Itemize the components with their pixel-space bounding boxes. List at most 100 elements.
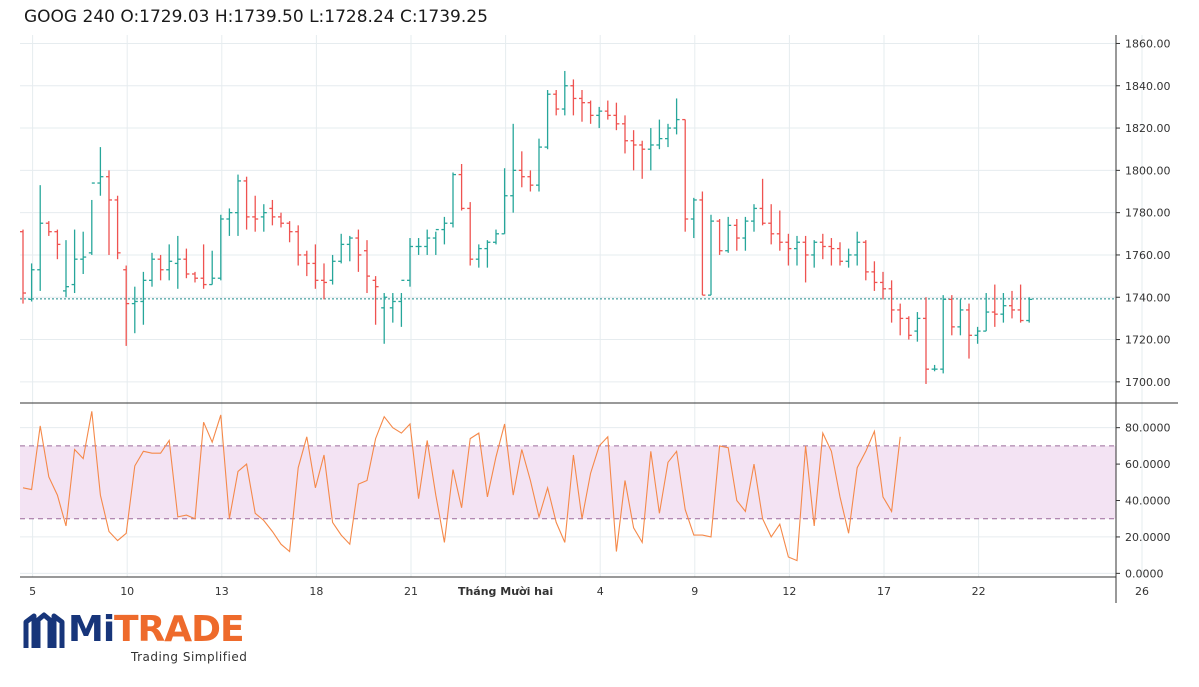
- ohlc-bar: [450, 172, 456, 228]
- ohlc-bar: [647, 128, 654, 171]
- oscillator-line: [22, 411, 901, 562]
- x-tick-label: 26: [1135, 585, 1149, 598]
- ohlc-bar: [957, 299, 964, 336]
- ohlc-bar: [587, 100, 594, 124]
- ohlc-bar: [407, 238, 413, 287]
- ohlc-bar: [243, 176, 250, 230]
- ohlc-bar: [226, 208, 233, 236]
- y-tick-label: 1720.00: [1125, 334, 1171, 347]
- price-chart[interactable]: 1860.001840.001820.001800.001780.001760.…: [0, 0, 1199, 610]
- ohlc-bar: [983, 293, 990, 332]
- ohlc-bar: [905, 316, 912, 340]
- ohlc-bar: [493, 229, 499, 245]
- ohlc-bar: [536, 138, 542, 192]
- ohlc-bar: [286, 221, 293, 243]
- ohlc-bar: [209, 250, 216, 286]
- ohlc-bar: [63, 240, 69, 298]
- ohlc-bar: [751, 204, 757, 232]
- ohlc-bar: [174, 235, 181, 289]
- ohlc-bar: [123, 265, 130, 346]
- x-tick-label: 21: [404, 585, 418, 598]
- y-tick-label: 80.0000: [1125, 422, 1171, 435]
- ohlc-bar: [346, 235, 353, 262]
- ohlc-bar: [372, 276, 379, 325]
- ohlc-bar: [166, 244, 173, 281]
- oscillator-series-line: [22, 411, 901, 562]
- ohlc-bar: [862, 240, 869, 281]
- y-tick-label: 40.0000: [1125, 495, 1171, 508]
- ohlc-bar: [518, 151, 525, 188]
- logo-text-trade: TRADE: [114, 609, 245, 650]
- ohlc-bar: [940, 295, 947, 374]
- ohlc-bar: [1000, 293, 1007, 323]
- ohlc-bar: [415, 238, 422, 255]
- ohlc-bar: [716, 219, 723, 255]
- ohlc-bar: [45, 221, 52, 236]
- logo-text-mi: Mi: [68, 609, 115, 650]
- ohlc-bar: [114, 195, 121, 260]
- ohlc-bar: [312, 244, 319, 289]
- y-tick-label: 1840.00: [1125, 80, 1171, 93]
- x-tick-label: 13: [215, 585, 229, 598]
- mitrade-logo-icon: [23, 612, 65, 648]
- ohlc-bar: [364, 240, 370, 294]
- ohlc-bar: [106, 170, 112, 255]
- ohlc-bar: [966, 303, 972, 359]
- ohlc-bar: [733, 219, 740, 251]
- y-tick-label: 1800.00: [1125, 164, 1171, 177]
- ohlc-bar: [97, 147, 104, 196]
- y-tick-label: 60.0000: [1125, 458, 1171, 471]
- ohlc-bar: [622, 115, 628, 154]
- axes: 1860.001840.001820.001800.001780.001760.…: [20, 35, 1178, 603]
- ohlc-bar: [424, 229, 431, 255]
- ohlc-bar: [252, 195, 259, 232]
- ohlc-bar: [88, 182, 95, 255]
- ohlc-bar: [630, 130, 637, 171]
- logo-tagline: Trading Simplified: [131, 650, 248, 664]
- ohlc-bar: [217, 214, 224, 281]
- y-tick-label: 20.0000: [1125, 531, 1171, 544]
- ohlc-bar: [897, 303, 904, 336]
- ohlc-bar: [759, 178, 766, 226]
- ohlc-bar: [235, 174, 241, 236]
- ohlc-bar: [699, 191, 706, 296]
- ohlc-bar: [561, 70, 568, 116]
- ohlc-bar: [475, 244, 482, 268]
- ohlc-bar: [183, 248, 190, 279]
- ohlc-bar: [467, 202, 474, 266]
- y-tick-label: 1760.00: [1125, 249, 1171, 262]
- ohlc-bar: [398, 279, 405, 327]
- ohlc-bar: [794, 235, 800, 266]
- ohlc-bar: [381, 293, 388, 344]
- ohlc-bar: [665, 123, 671, 148]
- x-tick-label: 5: [29, 585, 36, 598]
- ohlc-bar: [432, 228, 439, 255]
- x-tick-label: 4: [597, 585, 604, 598]
- ohlc-bar: [776, 210, 783, 251]
- mitrade-logo[interactable]: Mi TRADE Trading Simplified: [22, 609, 262, 670]
- y-tick-label: 1860.00: [1125, 37, 1171, 50]
- ohlc-bar: [828, 238, 835, 266]
- ohlc-bar: [303, 250, 310, 277]
- x-tick-label: 10: [120, 585, 134, 598]
- ohlc-bar: [768, 204, 775, 245]
- ohlc-bar: [923, 297, 929, 384]
- ohlc-bar: [260, 204, 267, 232]
- ohlc-bar: [656, 119, 663, 150]
- ohlc-bar: [596, 106, 603, 129]
- ohlc-bar: [200, 244, 207, 289]
- ohlc-bar: [991, 284, 998, 327]
- ohlc-bar: [579, 89, 585, 122]
- y-tick-label: 1820.00: [1125, 122, 1171, 135]
- ohlc-bar: [54, 229, 61, 260]
- ohlc-bar: [974, 326, 981, 344]
- ohlc-bar: [441, 216, 448, 245]
- ohlc-bars: [20, 70, 1116, 384]
- ohlc-bar: [1017, 284, 1024, 323]
- ohlc-bar: [639, 140, 646, 179]
- x-tick-label: 12: [782, 585, 796, 598]
- ohlc-bar: [570, 79, 577, 116]
- ohlc-bar: [1026, 297, 1033, 323]
- ohlc-bar: [149, 252, 155, 287]
- x-tick-label: 17: [877, 585, 891, 598]
